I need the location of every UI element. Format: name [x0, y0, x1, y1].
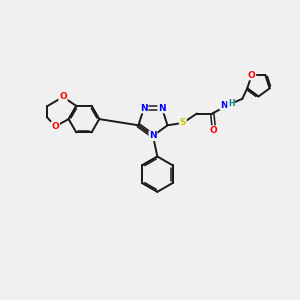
- Text: N: N: [158, 104, 166, 113]
- Text: H: H: [228, 99, 234, 108]
- Text: O: O: [210, 126, 218, 135]
- Text: N: N: [220, 101, 228, 110]
- Text: S: S: [180, 118, 186, 127]
- Text: O: O: [59, 92, 67, 101]
- Text: N: N: [149, 131, 157, 140]
- Text: N: N: [140, 104, 148, 113]
- Text: O: O: [52, 122, 59, 131]
- Text: O: O: [248, 70, 255, 80]
